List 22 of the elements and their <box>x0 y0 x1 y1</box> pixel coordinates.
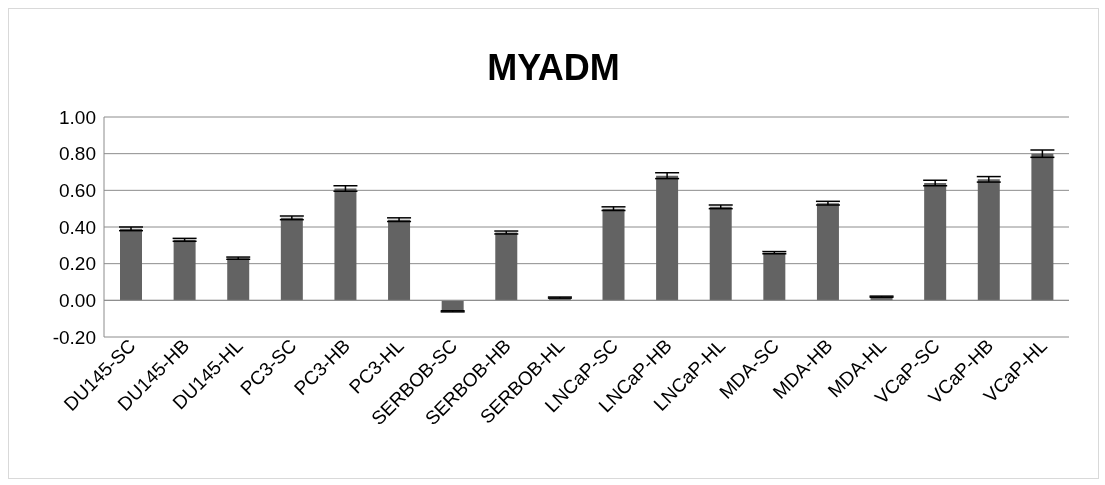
bar <box>763 252 786 301</box>
y-tick-label: 1.00 <box>59 106 96 128</box>
bar <box>173 239 196 301</box>
bar <box>816 203 839 301</box>
bar <box>656 175 679 301</box>
y-tick-label: 0.60 <box>59 180 96 202</box>
bar <box>709 206 732 301</box>
bar <box>602 208 625 301</box>
y-tick-label: 0.00 <box>59 290 96 312</box>
bar <box>924 183 947 301</box>
y-tick-label: 0.20 <box>59 253 96 275</box>
bar <box>1031 153 1054 301</box>
bar <box>280 217 303 301</box>
bar <box>388 219 411 301</box>
bar <box>120 228 142 301</box>
chart-title: MYADM <box>486 46 621 90</box>
bar <box>334 188 357 301</box>
bar <box>495 232 518 301</box>
bar <box>227 258 250 301</box>
y-tick-label: 0.80 <box>59 143 96 165</box>
y-tick-label: 0.40 <box>59 216 96 238</box>
bar <box>977 179 1000 301</box>
